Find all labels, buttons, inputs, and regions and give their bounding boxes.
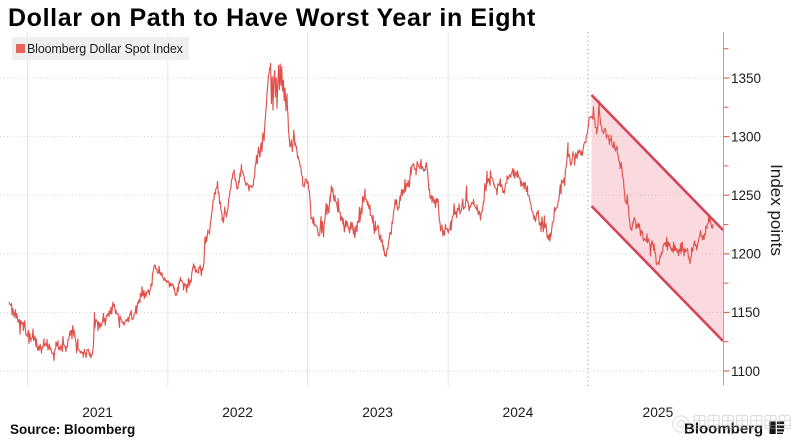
svg-text:1100: 1100 [731, 364, 760, 379]
svg-text:Bloomberg: Bloomberg [684, 421, 763, 438]
svg-text:2024: 2024 [503, 405, 534, 420]
svg-text:Index points: Index points [767, 164, 786, 256]
svg-text:1300: 1300 [731, 129, 761, 144]
svg-text:2025: 2025 [643, 405, 674, 420]
svg-text:2021: 2021 [82, 405, 113, 420]
svg-text:1250: 1250 [731, 188, 761, 203]
svg-text:1200: 1200 [731, 247, 761, 262]
svg-text:1150: 1150 [731, 305, 760, 320]
svg-text:2023: 2023 [362, 405, 393, 420]
svg-text:2022: 2022 [222, 405, 253, 420]
svg-text:1350: 1350 [731, 71, 761, 86]
